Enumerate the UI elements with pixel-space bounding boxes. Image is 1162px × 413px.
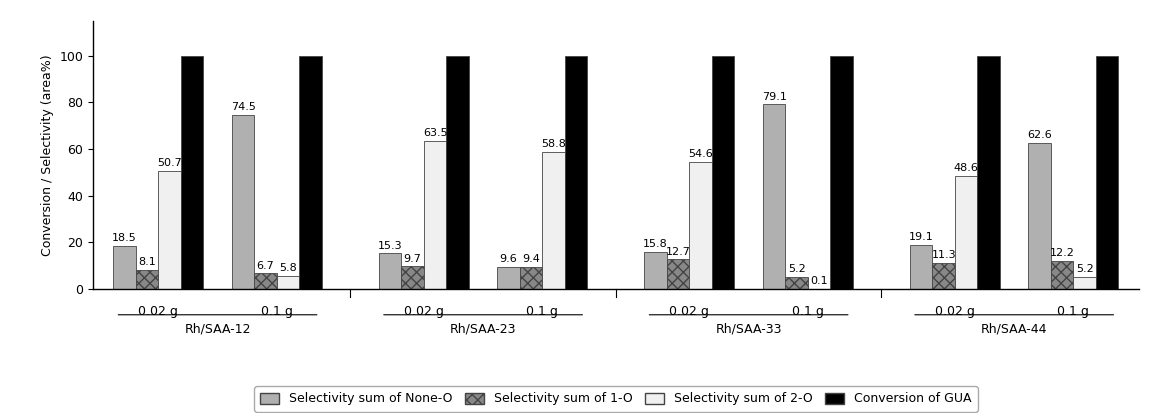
Bar [1096, 56, 1118, 289]
Text: 58.8: 58.8 [541, 139, 566, 149]
Bar [424, 141, 446, 289]
Text: 9.6: 9.6 [500, 254, 517, 264]
Text: 54.6: 54.6 [688, 149, 713, 159]
Bar [565, 56, 587, 289]
Bar [254, 273, 277, 289]
Text: 0.1: 0.1 [810, 276, 827, 286]
Text: 62.6: 62.6 [1027, 130, 1052, 140]
Text: Rh/SAA-44: Rh/SAA-44 [981, 323, 1047, 336]
Text: 5.2: 5.2 [1076, 264, 1093, 274]
Bar [446, 56, 468, 289]
Text: 0.02 g: 0.02 g [404, 306, 444, 318]
Text: 9.4: 9.4 [522, 254, 540, 264]
Text: 8.1: 8.1 [138, 257, 156, 267]
Bar [114, 246, 136, 289]
Bar [712, 56, 734, 289]
Bar [379, 254, 401, 289]
Text: 11.3: 11.3 [932, 250, 956, 260]
Text: Rh/SAA-12: Rh/SAA-12 [185, 323, 251, 336]
Text: 6.7: 6.7 [257, 261, 274, 271]
Bar [401, 266, 424, 289]
Text: 0.1 g: 0.1 g [792, 306, 824, 318]
Text: 15.8: 15.8 [644, 240, 668, 249]
Text: 5.8: 5.8 [279, 263, 297, 273]
Bar [932, 263, 955, 289]
Text: 0.02 g: 0.02 g [935, 306, 975, 318]
Bar [1028, 143, 1050, 289]
Bar [763, 104, 786, 289]
Bar [667, 259, 689, 289]
Bar [181, 56, 203, 289]
Text: 0.02 g: 0.02 g [138, 306, 178, 318]
Text: 19.1: 19.1 [909, 232, 933, 242]
Bar [543, 152, 565, 289]
Bar [136, 270, 158, 289]
Bar [977, 56, 999, 289]
Bar [300, 56, 322, 289]
Text: 48.6: 48.6 [954, 163, 978, 173]
Bar [645, 252, 667, 289]
Legend: Selectivity sum of None-O, Selectivity sum of 1-O, Selectivity sum of 2-O, Conve: Selectivity sum of None-O, Selectivity s… [254, 386, 977, 412]
Text: 63.5: 63.5 [423, 128, 447, 138]
Y-axis label: Conversion / Selectivity (area%): Conversion / Selectivity (area%) [41, 54, 53, 256]
Text: 12.2: 12.2 [1049, 248, 1075, 258]
Bar [1050, 261, 1074, 289]
Bar [519, 267, 543, 289]
Text: 18.5: 18.5 [113, 233, 137, 243]
Bar [786, 277, 808, 289]
Text: 0.1 g: 0.1 g [1057, 306, 1089, 318]
Text: 74.5: 74.5 [230, 102, 256, 112]
Bar [497, 267, 519, 289]
Text: Rh/SAA-23: Rh/SAA-23 [450, 323, 516, 336]
Bar [1074, 277, 1096, 289]
Bar [831, 56, 853, 289]
Bar [158, 171, 181, 289]
Text: 0.1 g: 0.1 g [526, 306, 558, 318]
Text: 0.02 g: 0.02 g [669, 306, 709, 318]
Text: 15.3: 15.3 [378, 241, 402, 251]
Text: 50.7: 50.7 [157, 158, 182, 168]
Text: 5.2: 5.2 [788, 264, 805, 274]
Bar [277, 275, 300, 289]
Text: 79.1: 79.1 [762, 92, 787, 102]
Text: 0.1 g: 0.1 g [260, 306, 293, 318]
Text: Rh/SAA-33: Rh/SAA-33 [716, 323, 782, 336]
Bar [910, 244, 932, 289]
Bar [689, 161, 712, 289]
Bar [955, 176, 977, 289]
Text: 9.7: 9.7 [403, 254, 422, 263]
Text: 12.7: 12.7 [666, 247, 690, 256]
Bar [232, 115, 254, 289]
